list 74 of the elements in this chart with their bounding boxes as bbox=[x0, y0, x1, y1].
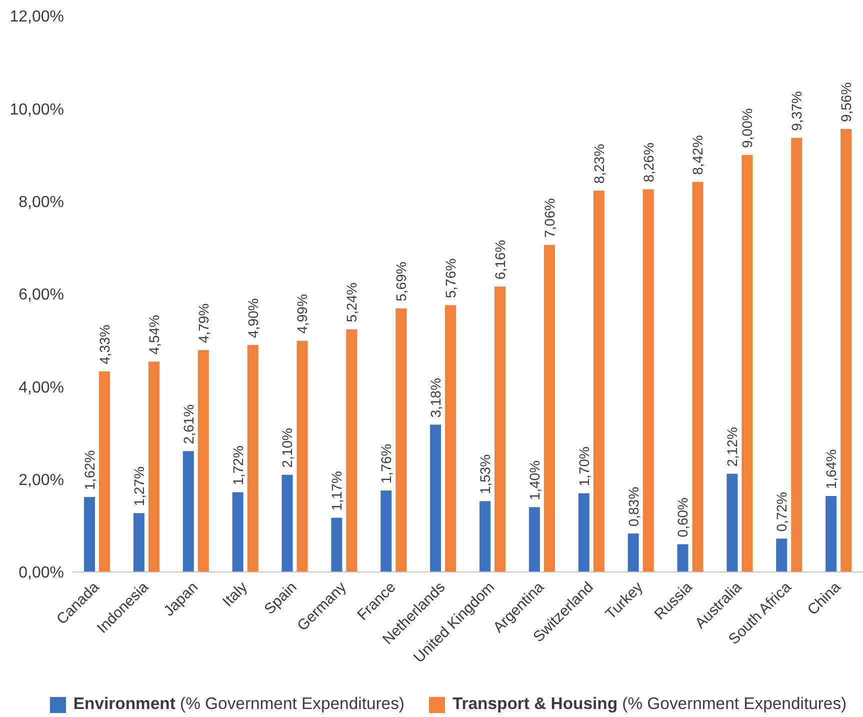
data-label: 4,33% bbox=[96, 324, 112, 364]
y-tick-label: 10,00% bbox=[10, 101, 64, 118]
bar bbox=[232, 492, 244, 572]
data-label: 1,72% bbox=[230, 446, 246, 486]
bar bbox=[677, 544, 688, 572]
data-label: 8,42% bbox=[690, 135, 706, 175]
bar bbox=[578, 493, 590, 572]
bar bbox=[346, 329, 358, 572]
data-label: 0,72% bbox=[774, 492, 790, 532]
bar bbox=[593, 190, 604, 572]
y-tick-label: 8,00% bbox=[18, 194, 64, 212]
data-label: 1,76% bbox=[378, 444, 394, 484]
data-label: 6,16% bbox=[492, 240, 508, 280]
bar bbox=[628, 534, 639, 572]
data-label: 5,24% bbox=[344, 282, 360, 322]
data-label: 4,79% bbox=[195, 303, 212, 344]
data-label: 2,12% bbox=[724, 427, 740, 467]
bar bbox=[380, 490, 392, 572]
bar bbox=[826, 496, 837, 572]
bar bbox=[494, 286, 506, 572]
bar bbox=[445, 305, 456, 572]
bar bbox=[99, 371, 110, 572]
data-label: 7,06% bbox=[541, 198, 558, 238]
data-label: 5,76% bbox=[442, 258, 459, 298]
data-label: 4,54% bbox=[146, 314, 162, 355]
bar bbox=[282, 474, 293, 572]
legend-label: Environment (% Government Expenditures) bbox=[73, 694, 404, 713]
bar bbox=[396, 308, 407, 572]
data-label: 1,27% bbox=[130, 466, 147, 506]
data-label: 1,17% bbox=[328, 471, 345, 511]
bar bbox=[840, 129, 852, 572]
bar bbox=[84, 496, 95, 572]
data-label: 2,10% bbox=[279, 428, 296, 468]
bar bbox=[133, 513, 144, 572]
bar bbox=[296, 340, 308, 572]
data-label: 1,64% bbox=[823, 449, 840, 490]
y-tick-label: 4,00% bbox=[18, 379, 64, 396]
x-tick-label: Italy bbox=[219, 578, 252, 610]
data-label: 8,26% bbox=[640, 142, 656, 182]
bar bbox=[528, 507, 540, 572]
bar bbox=[791, 138, 802, 572]
data-label: 0,60% bbox=[674, 497, 691, 538]
bar bbox=[480, 501, 490, 572]
bar bbox=[247, 344, 258, 572]
y-tick-label: 12,00% bbox=[10, 8, 64, 26]
data-label: 0,83% bbox=[625, 486, 642, 527]
data-label: 8,23% bbox=[590, 144, 607, 184]
data-label: 1,53% bbox=[477, 454, 493, 494]
bar bbox=[776, 538, 788, 572]
data-label: 9,00% bbox=[739, 108, 756, 148]
data-label: 1,70% bbox=[576, 446, 592, 486]
data-label: 3,18% bbox=[428, 378, 444, 418]
data-label: 4,99% bbox=[294, 294, 310, 334]
bar bbox=[182, 451, 194, 572]
bar bbox=[692, 182, 704, 572]
data-label: 1,40% bbox=[526, 460, 542, 500]
data-label: 9,37% bbox=[788, 91, 805, 131]
bar bbox=[742, 155, 753, 572]
bar bbox=[642, 189, 654, 572]
y-tick-label: 6,00% bbox=[18, 286, 64, 304]
data-label: 9,56% bbox=[838, 82, 854, 122]
data-label: 2,61% bbox=[180, 404, 196, 444]
data-label: 1,62% bbox=[82, 450, 98, 490]
bar bbox=[726, 474, 738, 572]
y-tick-label: 0,00% bbox=[18, 564, 64, 582]
bar bbox=[544, 244, 555, 572]
bar bbox=[331, 518, 342, 572]
y-tick-label: 2,00% bbox=[18, 472, 64, 490]
legend-label: Transport & Housing (% Government Expenditures) bbox=[452, 694, 847, 713]
bar bbox=[198, 350, 209, 572]
bar bbox=[148, 362, 160, 572]
data-label: 4,90% bbox=[244, 298, 261, 338]
data-label: 5,69% bbox=[393, 262, 410, 302]
bar bbox=[430, 424, 442, 572]
